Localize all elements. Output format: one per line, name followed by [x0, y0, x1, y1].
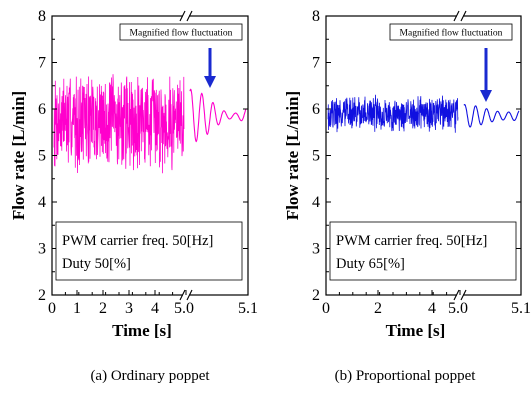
annotation-box	[119, 23, 243, 41]
annotation-arrow-head	[480, 90, 492, 102]
x-tick-label: 5.0	[174, 300, 194, 317]
x-tick-label: 1	[73, 300, 81, 317]
info-line-carrier: PWM carrier freq. 50[Hz]	[336, 233, 487, 249]
x-axis-label: Time [s]	[386, 321, 446, 340]
panel-caption: (a) Ordinary poppet	[90, 368, 210, 384]
y-tick-label: 3	[312, 241, 320, 258]
series-line-magnified	[189, 88, 247, 143]
axis-break-mark	[453, 289, 460, 301]
axis-break-mark	[179, 289, 186, 301]
axis-break-mark	[460, 10, 467, 22]
x-axis-label: Time [s]	[112, 321, 172, 340]
y-tick-label: 7	[312, 55, 320, 72]
axis-break-gap	[183, 12, 189, 20]
x-tick-label-zoom: 5.1	[511, 300, 531, 317]
x-tick-label-zoom: 5.1	[238, 300, 258, 317]
series-line-magnified	[463, 104, 520, 128]
chart-panel-a: 2 3 4 5 6 7 8 0 1 2 3 4 5.0 5.1 Flow rate [L/min] Time …	[9, 8, 258, 384]
info-line-duty: Duty 65[%]	[336, 256, 405, 272]
info-line-carrier: PWM carrier freq. 50[Hz]	[62, 233, 213, 249]
y-tick-label: 8	[312, 8, 320, 25]
x-tick-label: 2	[99, 300, 107, 317]
y-tick-label: 6	[312, 101, 320, 118]
x-tick-label: 5.0	[448, 300, 468, 317]
info-line-duty: Duty 50[%]	[62, 256, 131, 272]
x-tick-label: 4	[151, 300, 159, 317]
annotation-text: Magnified flow fluctuation	[130, 28, 233, 39]
y-tick-label: 3	[38, 241, 46, 258]
annotation-arrow-head	[204, 76, 216, 88]
x-tick-label: 0	[322, 300, 330, 317]
y-tick-label: 5	[38, 148, 46, 165]
y-tick-label: 4	[312, 194, 320, 211]
annotation-text: Magnified flow fluctuation	[400, 28, 503, 39]
info-box	[329, 221, 517, 281]
x-tick-label: 0	[48, 300, 56, 317]
axis-break-mark	[179, 10, 186, 22]
axis-break-mark	[453, 10, 460, 22]
panel-caption: (b) Proportional poppet	[335, 368, 477, 384]
axis-break-mark	[186, 289, 193, 301]
axis-break-mark	[460, 289, 467, 301]
x-tick-label: 4	[428, 300, 436, 317]
series-line-main	[327, 94, 459, 133]
series-line-main	[53, 74, 185, 174]
x-tick-label: 2	[374, 300, 382, 317]
info-box	[55, 221, 243, 281]
y-axis-label: Flow rate [L/min]	[9, 91, 28, 220]
y-axis-label: Flow rate [L/min]	[283, 91, 302, 220]
y-tick-label: 6	[38, 101, 46, 118]
y-tick-label: 2	[38, 287, 46, 304]
y-tick-label: 8	[38, 8, 46, 25]
y-tick-label: 4	[38, 194, 46, 211]
axis-break-mark	[186, 10, 193, 22]
annotation-box	[389, 23, 513, 41]
y-tick-label: 7	[38, 55, 46, 72]
axis-break-gap	[457, 12, 463, 20]
y-tick-label: 2	[312, 287, 320, 304]
x-tick-label: 3	[125, 300, 133, 317]
y-tick-label: 5	[312, 148, 320, 165]
